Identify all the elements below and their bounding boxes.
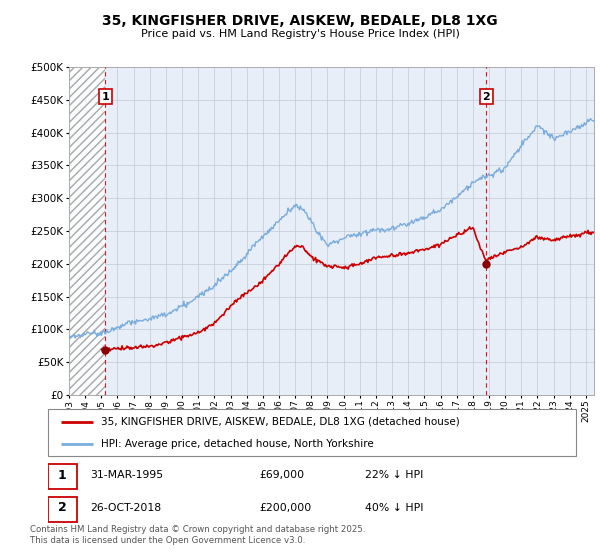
Text: £69,000: £69,000 (259, 470, 304, 480)
Text: 40% ↓ HPI: 40% ↓ HPI (365, 503, 424, 513)
Text: 1: 1 (101, 92, 109, 102)
Text: 35, KINGFISHER DRIVE, AISKEW, BEDALE, DL8 1XG: 35, KINGFISHER DRIVE, AISKEW, BEDALE, DL… (102, 14, 498, 28)
Text: 22% ↓ HPI: 22% ↓ HPI (365, 470, 423, 480)
FancyBboxPatch shape (48, 497, 77, 522)
Bar (69, 67, 106, 395)
Text: Price paid vs. HM Land Registry's House Price Index (HPI): Price paid vs. HM Land Registry's House … (140, 29, 460, 39)
Text: Contains HM Land Registry data © Crown copyright and database right 2025.
This d: Contains HM Land Registry data © Crown c… (30, 525, 365, 545)
Text: 35, KINGFISHER DRIVE, AISKEW, BEDALE, DL8 1XG (detached house): 35, KINGFISHER DRIVE, AISKEW, BEDALE, DL… (101, 417, 460, 427)
Text: 1: 1 (58, 469, 67, 482)
Text: 31-MAR-1995: 31-MAR-1995 (90, 470, 163, 480)
Text: 2: 2 (482, 92, 490, 102)
Text: 26-OCT-2018: 26-OCT-2018 (90, 503, 161, 513)
FancyBboxPatch shape (48, 464, 77, 489)
Text: 2: 2 (58, 501, 67, 515)
Text: £200,000: £200,000 (259, 503, 311, 513)
Text: HPI: Average price, detached house, North Yorkshire: HPI: Average price, detached house, Nort… (101, 438, 374, 449)
FancyBboxPatch shape (48, 409, 576, 456)
